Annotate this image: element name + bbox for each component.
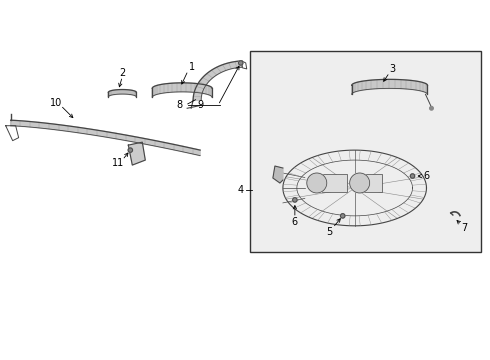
- Text: 4: 4: [238, 185, 244, 195]
- Polygon shape: [352, 80, 427, 94]
- Text: 3: 3: [390, 64, 395, 75]
- Circle shape: [350, 173, 369, 193]
- Text: 9: 9: [197, 100, 203, 110]
- Polygon shape: [193, 61, 242, 100]
- Text: 2: 2: [119, 68, 125, 78]
- Circle shape: [430, 107, 433, 110]
- Text: 6: 6: [292, 217, 298, 227]
- Text: 5: 5: [327, 227, 333, 237]
- Polygon shape: [11, 120, 200, 156]
- Bar: [322, 174, 347, 192]
- Polygon shape: [128, 142, 145, 165]
- Text: 7: 7: [461, 223, 467, 233]
- Bar: [250, 50, 481, 252]
- Text: 10: 10: [50, 98, 63, 108]
- Text: 6: 6: [423, 171, 430, 181]
- Bar: [357, 174, 382, 192]
- Polygon shape: [152, 83, 212, 97]
- Circle shape: [293, 198, 297, 202]
- Circle shape: [410, 174, 415, 178]
- Circle shape: [341, 214, 345, 218]
- Circle shape: [307, 173, 327, 193]
- Polygon shape: [108, 90, 136, 97]
- Circle shape: [128, 148, 132, 152]
- Text: 1: 1: [189, 62, 195, 72]
- Circle shape: [239, 61, 243, 65]
- Text: 8: 8: [176, 100, 182, 110]
- Text: 11: 11: [112, 158, 124, 168]
- Polygon shape: [273, 166, 283, 183]
